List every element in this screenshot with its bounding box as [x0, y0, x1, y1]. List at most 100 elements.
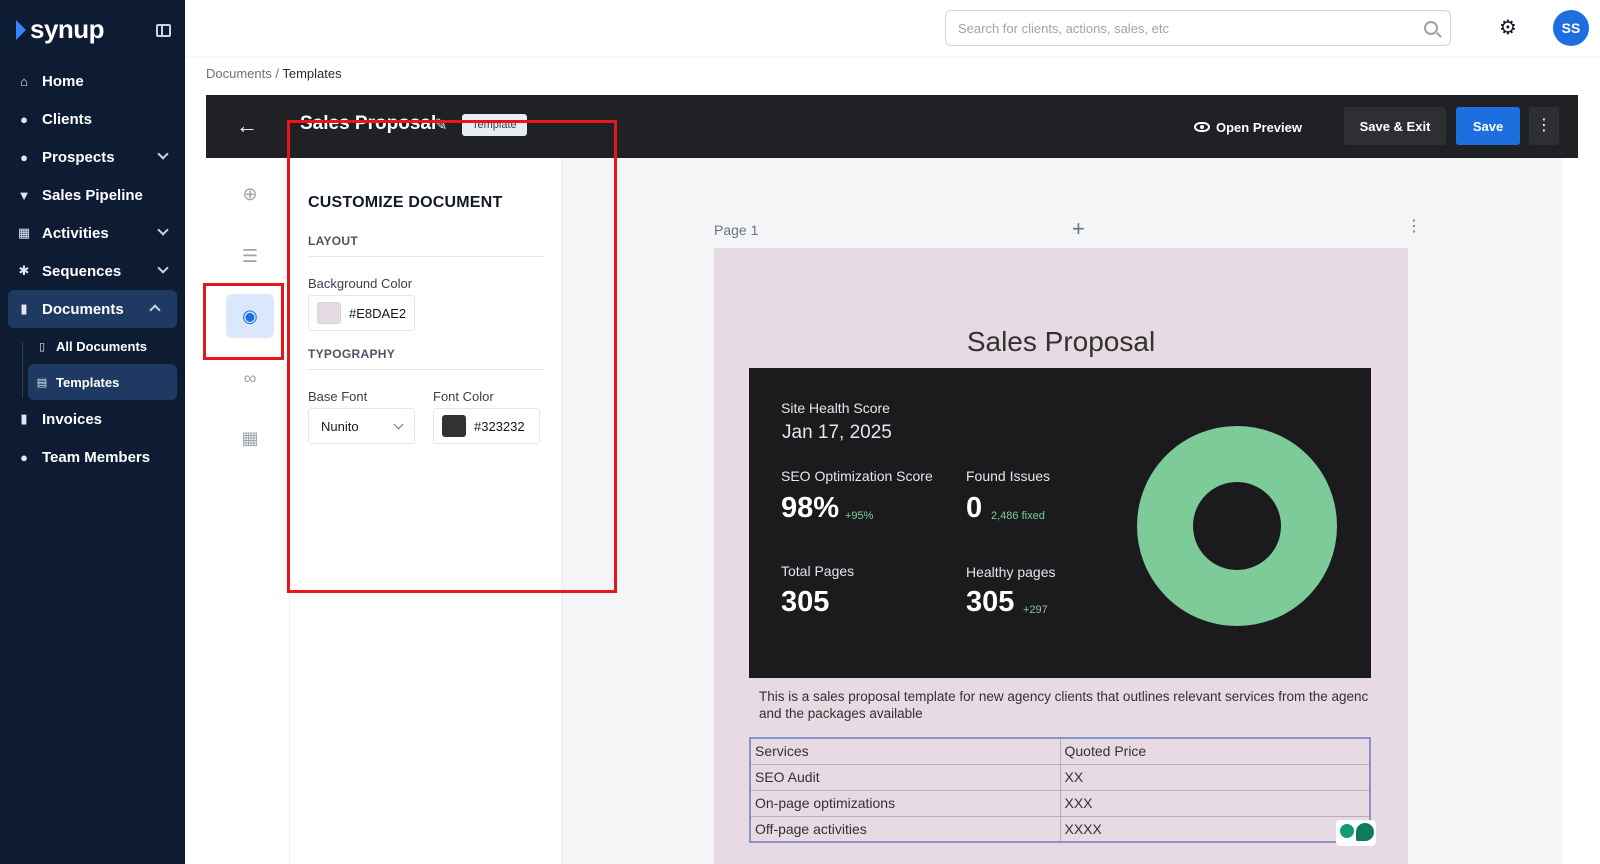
table-row: Off-page activities XXXX — [749, 815, 1371, 843]
sidebar-subitem-all-documents[interactable]: ▯ All Documents — [0, 328, 185, 364]
sidebar-item-label: Documents — [42, 300, 124, 318]
table-cell[interactable]: SEO Audit — [749, 763, 1061, 791]
invoice-icon: ▮ — [20, 411, 28, 426]
save-and-exit-button[interactable]: Save & Exit — [1344, 107, 1446, 145]
background-color-field[interactable]: #E8DAE2 — [308, 295, 415, 331]
search-box[interactable] — [945, 10, 1451, 46]
page-more-icon[interactable]: ⋮ — [1406, 218, 1422, 235]
search-icon[interactable] — [1424, 21, 1438, 35]
synup-logo[interactable]: synup — [16, 14, 105, 45]
background-color-value[interactable]: #E8DAE2 — [349, 305, 407, 321]
table-cell[interactable]: XX — [1059, 763, 1371, 791]
chat-widget-icon[interactable] — [1336, 820, 1376, 846]
services-table[interactable]: Services Quoted Price SEO Audit XX On-pa… — [749, 737, 1371, 843]
eye-icon — [1194, 122, 1210, 132]
description-text[interactable]: This is a sales proposal template for ne… — [759, 689, 1369, 721]
healthy-pages-label: Healthy pages — [966, 564, 1056, 580]
sidebar: synup ⌂ Home ● Clients ● Prospects ▼ Sal… — [0, 0, 185, 864]
search-input[interactable] — [958, 20, 1418, 36]
sidebar-item-invoices[interactable]: ▮ Invoices — [0, 400, 185, 438]
base-font-select[interactable]: Nunito — [308, 408, 415, 444]
document-heading[interactable]: Sales Proposal — [966, 326, 1156, 357]
table-header-cell[interactable]: Services — [749, 737, 1061, 765]
total-pages-value: 305 — [781, 586, 830, 618]
grid-icon[interactable]: ▦ — [241, 427, 259, 448]
table-cell[interactable]: XXX — [1059, 789, 1371, 817]
canvas-scrollbar[interactable] — [1562, 158, 1578, 864]
page-label: Page 1 — [714, 222, 759, 238]
chevron-down-icon — [157, 148, 169, 160]
table-cell[interactable]: XXXX — [1059, 815, 1371, 843]
submenu-guide-line — [22, 342, 23, 398]
seo-score-label: SEO Optimization Score — [781, 468, 933, 484]
main-nav: ⌂ Home ● Clients ● Prospects ▼ Sales Pip… — [0, 62, 185, 476]
seo-score-delta: +95% — [845, 510, 874, 522]
document-page[interactable]: Sales Proposal Site Health Score Jan 17,… — [714, 248, 1408, 864]
sidebar-item-label: Sales Pipeline — [42, 186, 143, 204]
base-font-label: Base Font — [308, 389, 368, 404]
sidebar-item-documents[interactable]: ▮ Documents — [8, 290, 177, 328]
font-color-value[interactable]: #323232 — [474, 418, 525, 434]
sidebar-item-sales-pipeline[interactable]: ▼ Sales Pipeline — [0, 176, 185, 214]
healthy-pages-delta: +297 — [1023, 604, 1048, 616]
highlight-box-customize-panel — [287, 120, 617, 593]
background-color-swatch[interactable] — [317, 302, 341, 324]
calendar-icon: ▦ — [17, 225, 31, 240]
table-cell[interactable]: Off-page activities — [749, 815, 1061, 843]
funnel-icon: ▼ — [17, 187, 31, 203]
seo-score-value: 98% — [781, 492, 840, 524]
sidebar-item-team-members[interactable]: ● Team Members — [0, 438, 185, 476]
document-title[interactable]: Sales Proposal — [300, 113, 437, 134]
sidebar-item-prospects[interactable]: ● Prospects — [0, 138, 185, 176]
donut-ring — [1137, 426, 1337, 626]
sidebar-item-activities[interactable]: ▦ Activities — [0, 214, 185, 252]
site-health-image[interactable]: Site Health Score Jan 17, 2025 SEO Optim… — [749, 368, 1371, 678]
health-donut-chart — [1137, 426, 1337, 626]
font-color-label: Font Color — [433, 389, 494, 404]
site-health-date: Jan 17, 2025 — [782, 422, 892, 443]
site-health-title: Site Health Score — [781, 400, 890, 416]
table-row: On-page optimizations XXX — [749, 789, 1371, 817]
sidebar-item-label: Sequences — [42, 262, 122, 280]
chevron-down-icon — [157, 224, 169, 236]
sidebar-item-home[interactable]: ⌂ Home — [0, 62, 185, 100]
more-options-icon[interactable]: ⋮ — [1529, 107, 1559, 145]
customize-panel: CUSTOMIZE DOCUMENT LAYOUT Background Col… — [290, 158, 562, 864]
cog-icon: ✱ — [18, 263, 30, 278]
sidebar-item-label: Clients — [42, 110, 93, 128]
back-arrow-icon[interactable]: ← — [236, 113, 258, 138]
lightbulb-icon — [1340, 824, 1354, 838]
found-issues-label: Found Issues — [966, 468, 1051, 484]
editor-header: ← Sales Proposal ✎ Template Open Preview… — [206, 95, 1578, 158]
sidebar-item-label: Activities — [42, 224, 109, 242]
font-color-field[interactable]: #323232 — [433, 408, 540, 444]
table-row: SEO Audit XX — [749, 763, 1371, 791]
panel-heading: CUSTOMIZE DOCUMENT — [308, 194, 503, 211]
breadcrumb-documents-link[interactable]: Documents — [206, 66, 272, 81]
add-block-icon[interactable]: ⊕ — [242, 183, 258, 204]
background-color-label: Background Color — [308, 276, 413, 291]
open-preview-button[interactable]: Open Preview — [1194, 115, 1302, 139]
table-header-cell[interactable]: Quoted Price — [1059, 737, 1371, 765]
layout-section-title: LAYOUT — [308, 234, 359, 248]
sidebar-subitem-templates[interactable]: ▤ Templates — [28, 364, 177, 400]
font-color-swatch[interactable] — [442, 415, 466, 437]
avatar[interactable]: SS — [1553, 10, 1589, 46]
document-canvas: Page 1 + ⋮ Sales Proposal Site Health Sc… — [562, 158, 1578, 864]
sidebar-item-clients[interactable]: ● Clients — [0, 100, 185, 138]
sidebar-item-label: Home — [42, 72, 84, 90]
settings-sliders-icon[interactable]: ☰ — [241, 245, 259, 266]
prospects-icon: ● — [20, 149, 28, 165]
sidebar-item-label: Prospects — [42, 148, 115, 166]
file-icon: ▯ — [38, 340, 46, 353]
sidebar-item-label: Team Members — [42, 448, 151, 466]
gear-icon[interactable]: ⚙ — [1499, 17, 1517, 39]
sidebar-collapse-icon[interactable] — [156, 24, 171, 37]
typography-section-title: TYPOGRAPHY — [308, 347, 396, 361]
link-icon[interactable]: ∞ — [243, 367, 257, 388]
palette-icon[interactable]: ◉ — [226, 294, 274, 338]
sidebar-item-sequences[interactable]: ✱ Sequences — [0, 252, 185, 290]
save-button[interactable]: Save — [1456, 107, 1520, 145]
table-cell[interactable]: On-page optimizations — [749, 789, 1061, 817]
add-page-icon[interactable]: + — [1072, 216, 1085, 241]
